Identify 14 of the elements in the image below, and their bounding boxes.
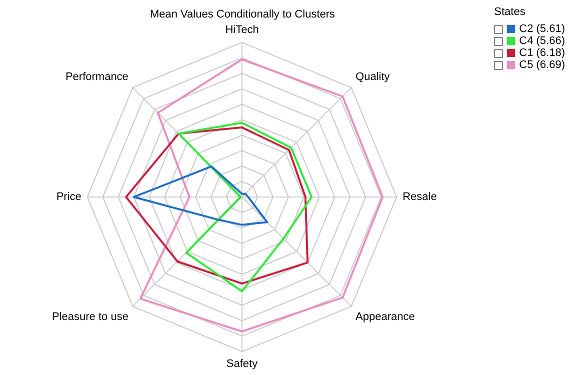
spoke-label: HiTech — [225, 24, 259, 36]
chart-title: Mean Values Conditionally to Clusters — [150, 8, 336, 21]
legend-label: C2 (5.61) — [519, 23, 565, 35]
spoke-label: Safety — [226, 358, 258, 370]
legend-label: C5 (6.69) — [519, 59, 565, 71]
spoke-label: Pleasure to use — [52, 311, 128, 324]
spoke-label: Quality — [356, 70, 390, 83]
spoke-label: Performance — [65, 70, 128, 83]
spoke-label: Appearance — [356, 311, 415, 324]
legend-label: C1 (6.18) — [519, 47, 565, 59]
spoke-label: Resale — [402, 191, 437, 204]
legend-label: C4 (5.66) — [519, 35, 565, 47]
legend-title: States — [494, 6, 526, 18]
spoke-label: Price — [56, 191, 82, 204]
